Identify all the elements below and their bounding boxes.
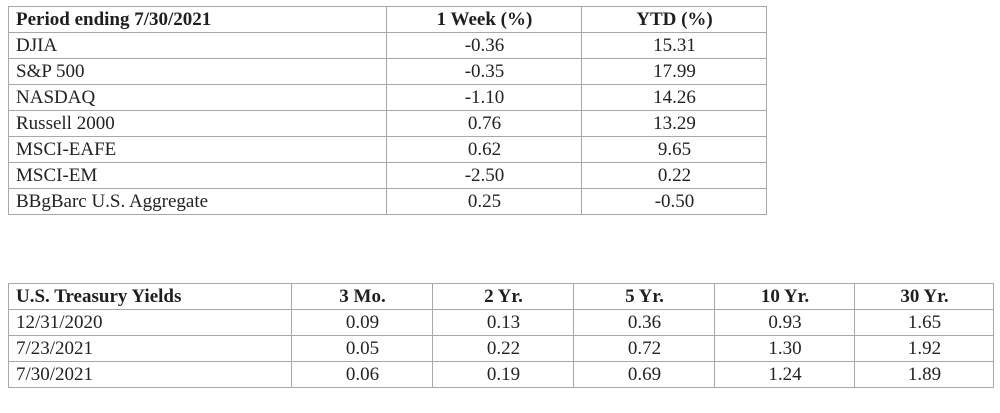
table-row: 12/31/2020 0.09 0.13 0.36 0.93 1.65 — [8, 309, 994, 336]
yield-10-yr: 0.93 — [714, 309, 855, 336]
yield-10-yr: 1.30 — [714, 335, 855, 362]
ytd-return: 14.26 — [581, 84, 767, 111]
table-row: Russell 2000 0.76 13.29 — [8, 110, 767, 137]
ytd-return: 0.22 — [581, 162, 767, 189]
week-return: 0.25 — [386, 188, 582, 215]
column-header-ytd: YTD (%) — [581, 6, 767, 33]
ytd-return: -0.50 — [581, 188, 767, 215]
yield-date: 7/30/2021 — [8, 361, 292, 388]
column-header-30-yr: 30 Yr. — [854, 283, 994, 310]
week-return: -2.50 — [386, 162, 582, 189]
yield-5-yr: 0.72 — [573, 335, 715, 362]
table-row: DJIA -0.36 15.31 — [8, 32, 767, 59]
yield-5-yr: 0.69 — [573, 361, 715, 388]
ytd-return: 9.65 — [581, 136, 767, 163]
yield-2-yr: 0.13 — [432, 309, 574, 336]
week-return: 0.62 — [386, 136, 582, 163]
ytd-return: 17.99 — [581, 58, 767, 85]
table-row: BBgBarc U.S. Aggregate 0.25 -0.50 — [8, 188, 767, 215]
yield-30-yr: 1.89 — [854, 361, 994, 388]
yield-5-yr: 0.36 — [573, 309, 715, 336]
week-return: -1.10 — [386, 84, 582, 111]
ytd-return: 13.29 — [581, 110, 767, 137]
column-header-2-yr: 2 Yr. — [432, 283, 574, 310]
column-header-1-week: 1 Week (%) — [386, 6, 582, 33]
index-name: MSCI-EM — [8, 162, 387, 189]
week-return: -0.35 — [386, 58, 582, 85]
table-row: MSCI-EAFE 0.62 9.65 — [8, 136, 767, 163]
week-return: -0.36 — [386, 32, 582, 59]
market-performance-table: Period ending 7/30/2021 1 Week (%) YTD (… — [8, 6, 767, 215]
index-name: Russell 2000 — [8, 110, 387, 137]
table-row: 7/23/2021 0.05 0.22 0.72 1.30 1.92 — [8, 335, 994, 362]
column-header-10-yr: 10 Yr. — [714, 283, 855, 310]
index-name: DJIA — [8, 32, 387, 59]
treasury-yields-table: U.S. Treasury Yields 3 Mo. 2 Yr. 5 Yr. 1… — [8, 283, 994, 388]
column-header-5-yr: 5 Yr. — [573, 283, 715, 310]
yield-2-yr: 0.22 — [432, 335, 574, 362]
table-row: MSCI-EM -2.50 0.22 — [8, 162, 767, 189]
column-header-3-mo: 3 Mo. — [291, 283, 433, 310]
yield-2-yr: 0.19 — [432, 361, 574, 388]
index-name: MSCI-EAFE — [8, 136, 387, 163]
ytd-return: 15.31 — [581, 32, 767, 59]
table-row: 7/30/2021 0.06 0.19 0.69 1.24 1.89 — [8, 361, 994, 388]
yield-3-mo: 0.06 — [291, 361, 433, 388]
yield-10-yr: 1.24 — [714, 361, 855, 388]
column-header-period: Period ending 7/30/2021 — [8, 6, 387, 33]
table-header-row: U.S. Treasury Yields 3 Mo. 2 Yr. 5 Yr. 1… — [8, 283, 994, 310]
yield-30-yr: 1.65 — [854, 309, 994, 336]
yield-30-yr: 1.92 — [854, 335, 994, 362]
week-return: 0.76 — [386, 110, 582, 137]
yield-3-mo: 0.09 — [291, 309, 433, 336]
column-header-treasury-yields: U.S. Treasury Yields — [8, 283, 292, 310]
yield-date: 7/23/2021 — [8, 335, 292, 362]
index-name: NASDAQ — [8, 84, 387, 111]
table-row: NASDAQ -1.10 14.26 — [8, 84, 767, 111]
table-header-row: Period ending 7/30/2021 1 Week (%) YTD (… — [8, 6, 767, 33]
yield-3-mo: 0.05 — [291, 335, 433, 362]
index-name: S&P 500 — [8, 58, 387, 85]
yield-date: 12/31/2020 — [8, 309, 292, 336]
table-row: S&P 500 -0.35 17.99 — [8, 58, 767, 85]
index-name: BBgBarc U.S. Aggregate — [8, 188, 387, 215]
